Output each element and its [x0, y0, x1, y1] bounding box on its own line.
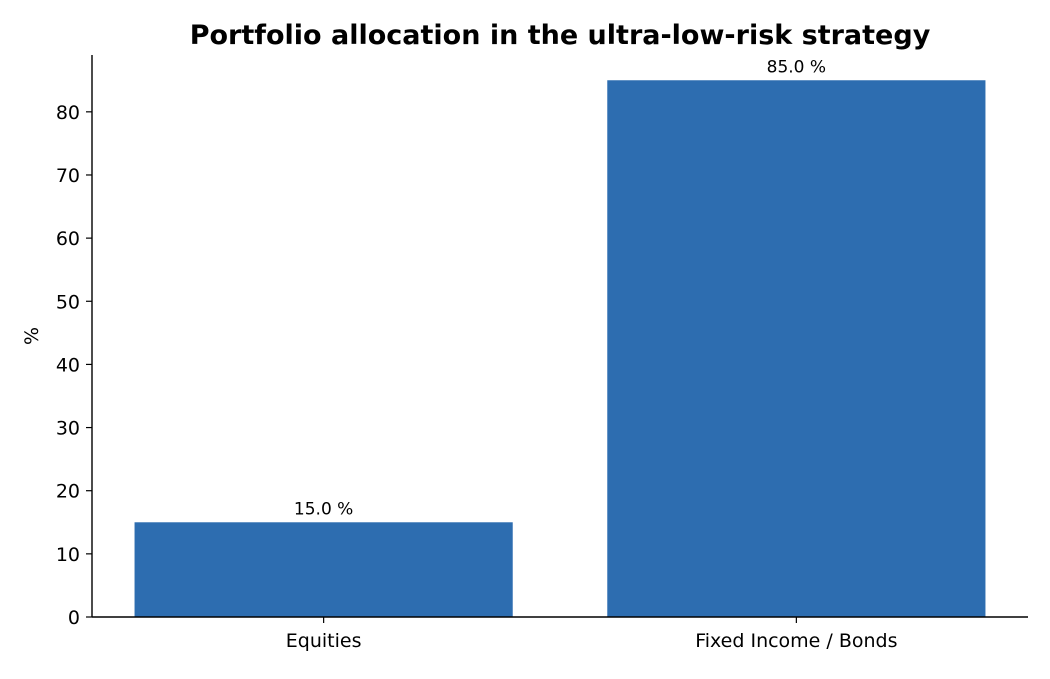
chart-title: Portfolio allocation in the ultra-low-ri… — [190, 20, 931, 51]
y-axis-label: % — [21, 327, 43, 345]
y-tick-label: 10 — [56, 544, 80, 566]
y-tick-label: 70 — [56, 165, 80, 187]
y-tick-label: 20 — [56, 481, 80, 503]
x-tick-label: Equities — [286, 630, 362, 652]
x-axis-ticks: Equities Fixed Income / Bonds — [286, 617, 898, 652]
bar-value-labels: 15.0 % 85.0 % — [294, 57, 826, 519]
x-tick-label: Fixed Income / Bonds — [695, 630, 897, 652]
y-tick-label: 40 — [56, 354, 80, 376]
y-axis-ticks: 0 10 20 30 40 50 60 70 80 — [56, 102, 92, 629]
bar-fixed-income-bonds — [607, 80, 986, 618]
y-tick-label: 30 — [56, 418, 80, 440]
y-tick-label: 80 — [56, 102, 80, 124]
bar-equities — [134, 522, 513, 617]
y-tick-label: 50 — [56, 291, 80, 313]
y-tick-label: 60 — [56, 228, 80, 250]
bar-value-label: 85.0 % — [767, 57, 826, 77]
y-tick-label: 0 — [68, 607, 80, 629]
bar-value-label: 15.0 % — [294, 499, 353, 519]
bars-group — [134, 80, 986, 618]
